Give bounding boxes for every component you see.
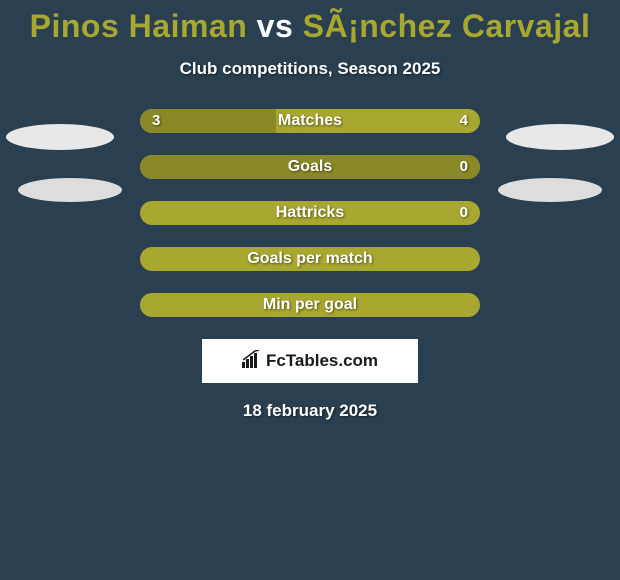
- logo-text: FcTables.com: [266, 351, 378, 371]
- stat-label: Goals: [140, 155, 480, 179]
- player2-club-placeholder: [498, 178, 602, 202]
- vs-text: vs: [257, 8, 294, 44]
- chart-icon: [242, 350, 262, 373]
- stat-bars: 3Matches4Goals0Hattricks0Goals per match…: [140, 109, 480, 317]
- date-text: 18 february 2025: [0, 401, 620, 421]
- stat-right-value: 0: [460, 155, 468, 179]
- player1-club-placeholder: [18, 178, 122, 202]
- subtitle: Club competitions, Season 2025: [0, 59, 620, 79]
- stat-bar: 3Matches4: [140, 109, 480, 133]
- logo-box: FcTables.com: [202, 339, 418, 383]
- stat-right-value: 0: [460, 201, 468, 225]
- stat-bar: Min per goal: [140, 293, 480, 317]
- stat-label: Min per goal: [140, 293, 480, 317]
- player1-name: Pinos Haiman: [30, 8, 248, 44]
- stat-right-value: 4: [460, 109, 468, 133]
- stat-label: Goals per match: [140, 247, 480, 271]
- stat-label: Matches: [140, 109, 480, 133]
- player1-photo-placeholder: [6, 124, 114, 150]
- stat-bar: Goals per match: [140, 247, 480, 271]
- player2-name: SÃ¡nchez Carvajal: [303, 8, 591, 44]
- stat-bar: Goals0: [140, 155, 480, 179]
- comparison-title: Pinos Haiman vs SÃ¡nchez Carvajal: [0, 0, 620, 45]
- player2-photo-placeholder: [506, 124, 614, 150]
- stat-label: Hattricks: [140, 201, 480, 225]
- stat-bar: Hattricks0: [140, 201, 480, 225]
